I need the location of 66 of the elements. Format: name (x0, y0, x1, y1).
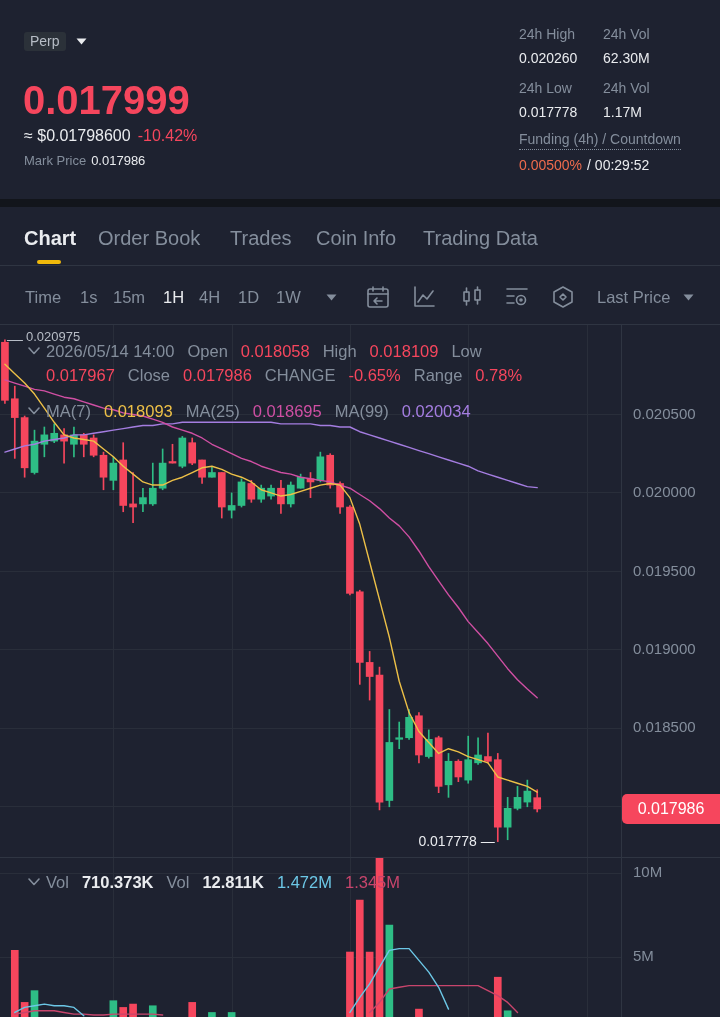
text: Time (25, 287, 62, 307)
y-tick-label: 0.020000 (633, 483, 696, 501)
annotation: 0.78% (475, 366, 523, 384)
candlestick (484, 732, 492, 764)
y-tick-label: 0.019000 (633, 639, 696, 657)
annotation: 0.020034 (401, 402, 471, 420)
annotation: 710.373K (81, 873, 154, 891)
annotation: -0.65% (348, 366, 401, 384)
text: Mark Price (24, 153, 87, 169)
annotation: 0.018109 (369, 342, 439, 360)
annotation: High (322, 342, 357, 360)
y-tick-label: 5M (633, 947, 654, 965)
annotation: 0.017986 (183, 366, 252, 384)
text: 24h Low (519, 80, 572, 97)
annotation: 2026/05/14 14:00 (46, 342, 175, 360)
annotation: 0.017778 (418, 833, 477, 850)
text: 0.017986 (91, 153, 146, 169)
text: Order Book (98, 226, 201, 250)
y-tick-label: 10M (633, 863, 663, 881)
annotation: MA(25) (185, 402, 240, 420)
text: 1W (276, 287, 301, 307)
annotation: Vol (166, 873, 190, 891)
annotation: 1.472M (276, 873, 332, 891)
annotation: Close (127, 366, 171, 384)
text: 24h Vol (603, 26, 650, 43)
text: Chart (24, 226, 77, 250)
text: 1H (163, 287, 185, 307)
text: 0.017778 (519, 104, 578, 121)
text: Last Price (597, 287, 671, 307)
annotation: Range (413, 366, 463, 384)
text: Trading Data (423, 226, 538, 250)
annotation: 0.018093 (103, 402, 173, 420)
annotation: Low (451, 342, 482, 360)
text: Funding (4h) / Countdown (519, 131, 681, 150)
annotation: 0.018058 (240, 342, 310, 360)
y-tick-label: 0.019500 (633, 561, 696, 579)
text: 4H (199, 287, 221, 307)
annotation: 0.017967 (46, 366, 115, 384)
text: 1.17M (603, 104, 642, 121)
annotation: Open (187, 342, 228, 360)
y-tick-label: 0.018500 (633, 718, 696, 736)
annotation: 0.018695 (252, 402, 322, 420)
text: Coin Info (316, 226, 397, 250)
annotation: MA(99) (334, 402, 389, 420)
annotation: 12.811K (202, 873, 264, 891)
text: 0.017999 (23, 77, 190, 124)
candlestick (395, 721, 404, 750)
text: 0.017986 (637, 800, 705, 818)
annotation: CHANGE (264, 366, 336, 384)
text: -10.42% (137, 126, 198, 145)
text: 15m (113, 287, 146, 307)
text: 0.020260 (519, 50, 578, 67)
text: 62.30M (603, 50, 650, 67)
y-tick-label: 0.020500 (633, 404, 696, 422)
text: Perp (24, 32, 66, 51)
annotation: Vol (46, 873, 69, 891)
annotation: 0.020975 (25, 329, 81, 345)
text: 1D (238, 287, 260, 307)
text: Trades (230, 226, 292, 250)
text: 1s (80, 287, 98, 307)
text: 0.00500% (519, 157, 583, 174)
text: 24h High (519, 26, 576, 43)
annotation: MA(7) (46, 402, 91, 420)
text: 24h Vol (603, 80, 650, 97)
text: / 00:29:52 (587, 157, 650, 174)
text: ≈ $0.01798600 (24, 126, 131, 145)
